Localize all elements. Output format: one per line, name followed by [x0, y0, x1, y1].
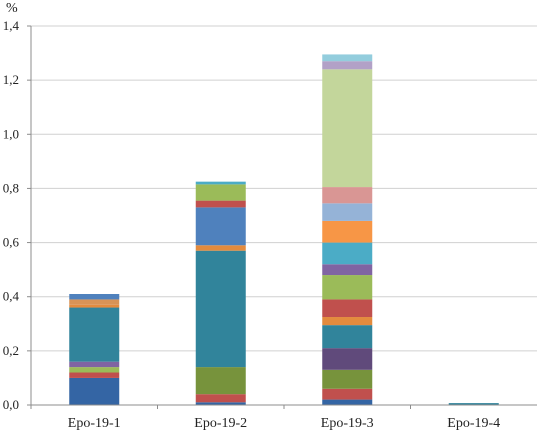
bar-segment [69, 367, 120, 373]
bar-segment [448, 403, 499, 405]
y-tick-label: 1,4 [3, 18, 20, 33]
y-tick-label: 1,0 [3, 126, 19, 141]
bar-stack [322, 54, 373, 405]
bar-segment [69, 299, 120, 305]
bar-segment [195, 181, 246, 185]
bar-segment [322, 369, 373, 389]
bar-segment [322, 242, 373, 265]
bar-segment [322, 203, 373, 221]
bar-segment [322, 54, 373, 62]
bar-segment [195, 402, 246, 405]
bars [69, 54, 499, 405]
bar-stack [69, 294, 120, 405]
bar-segment [322, 220, 373, 243]
bar-stack [448, 403, 499, 405]
bar-segment [195, 367, 246, 395]
bar-segment [322, 388, 373, 400]
bar-segment [322, 317, 373, 326]
bar-segment [322, 187, 373, 204]
x-tick-label: Epo-19-4 [447, 416, 500, 431]
y-tick-label: 1,2 [3, 72, 19, 87]
bar-segment [195, 207, 246, 246]
bar-segment [195, 245, 246, 251]
bar-segment [69, 372, 120, 378]
y-tick-labels: 0,0 0,2 0,4 0,6 0,8 1,0 1,2 1,4 [3, 18, 31, 412]
y-tick-label: 0,8 [3, 180, 19, 195]
y-axis-unit-label: % [6, 1, 18, 16]
bar-segment [69, 377, 120, 405]
bar-segment [195, 184, 246, 201]
bar-segment [322, 69, 373, 188]
bar-segment [322, 299, 373, 318]
x-tick-labels: Epo-19-1 Epo-19-2 Epo-19-3 Epo-19-4 [30, 405, 500, 431]
bar-segment [69, 361, 120, 368]
bar-segment [322, 264, 373, 276]
bar-segment [69, 307, 120, 362]
bar-segment [195, 394, 246, 403]
bar-segment [69, 304, 120, 308]
x-tick-label: Epo-19-3 [321, 416, 374, 431]
bar-segment [195, 200, 246, 208]
bar-segment [322, 399, 373, 405]
bar-segment [322, 61, 373, 70]
y-tick-label: 0,2 [3, 343, 19, 358]
y-tick-label: 0,6 [3, 235, 20, 250]
bar-stack [195, 181, 246, 405]
bar-segment [69, 294, 120, 300]
x-tick-label: Epo-19-1 [68, 416, 121, 431]
y-tick-label: 0,4 [3, 289, 20, 304]
x-tick-label: Epo-19-2 [194, 416, 247, 431]
bar-segment [322, 275, 373, 300]
bar-segment [195, 250, 246, 368]
bar-segment [322, 348, 373, 370]
y-tick-label: 0,0 [3, 397, 19, 412]
bar-segment [322, 325, 373, 349]
